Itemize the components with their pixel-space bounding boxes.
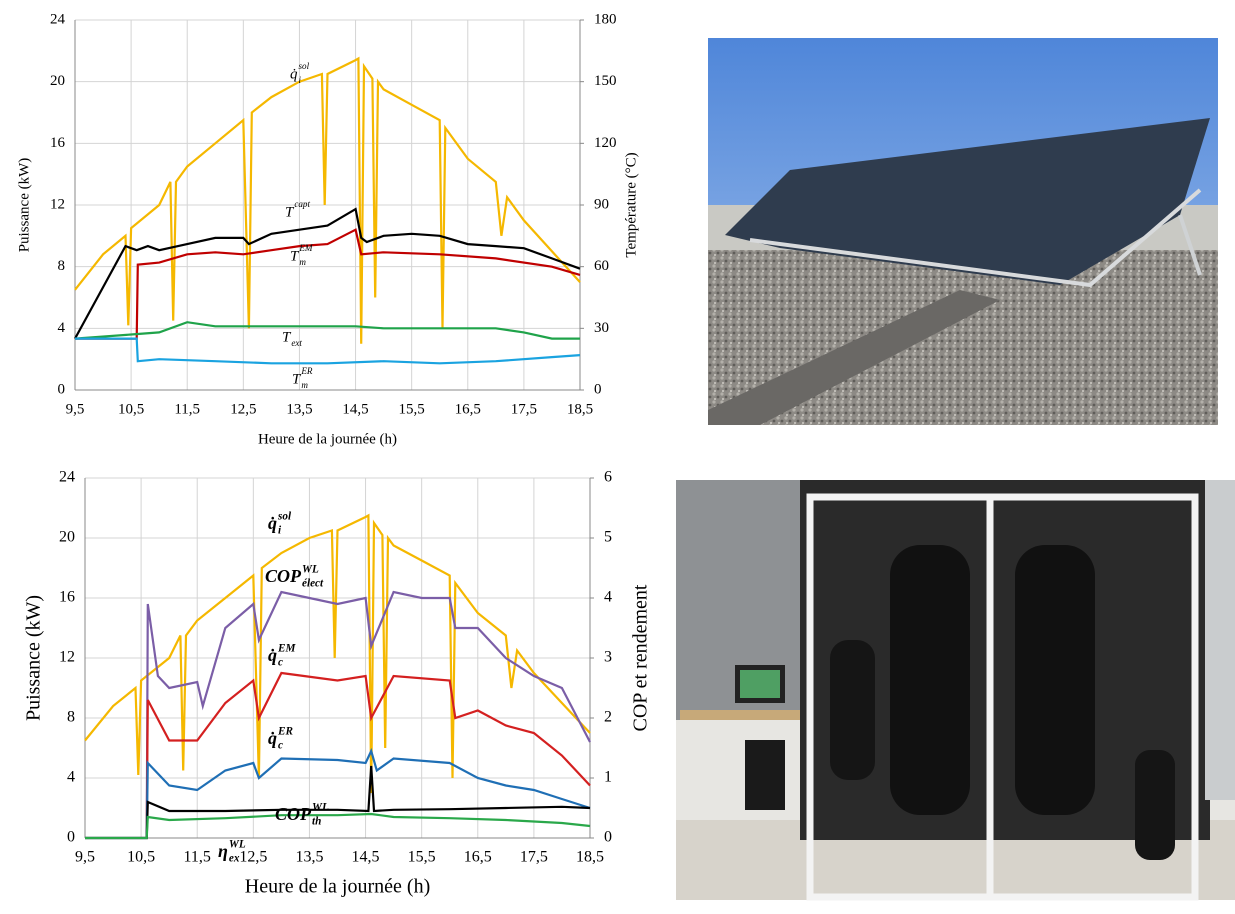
series-label: T [282, 329, 292, 345]
y-tick-label: 20 [59, 529, 75, 546]
series-label-sub: i [299, 75, 302, 85]
series-label-sub: c [278, 740, 283, 752]
series-label: COP [275, 804, 312, 824]
series-label: q̇ [268, 645, 277, 665]
y2-tick-label: 180 [594, 11, 617, 27]
series-line [85, 812, 591, 840]
x-tick-label: 12,5 [230, 401, 256, 417]
x-axis-title: Heure de la journée (h) [258, 431, 397, 447]
x-tick-label: 16,5 [455, 401, 481, 417]
x-tick-label: 18,5 [567, 401, 593, 417]
x-tick-label: 17,5 [520, 849, 548, 866]
x-tick-label: 13,5 [286, 401, 312, 417]
y-tick-label: 12 [59, 649, 75, 666]
y2-tick-label: 60 [594, 258, 609, 274]
x-tick-label: 9,5 [75, 849, 95, 866]
series-label-sup: EM [298, 243, 313, 253]
y-axis-title: Puissance (kW) [16, 158, 32, 253]
y2-tick-label: 6 [604, 469, 612, 486]
series-label: q̇ [290, 66, 298, 82]
series-line [74, 56, 581, 344]
y-tick-label: 24 [59, 469, 75, 486]
x-tick-label: 16,5 [464, 849, 492, 866]
y-tick-label: 24 [50, 11, 66, 27]
x-tick-label: 13,5 [295, 849, 323, 866]
lab-equipment-photo [676, 480, 1235, 901]
y-tick-label: 12 [50, 196, 65, 212]
series-label: T [290, 248, 300, 264]
x-tick-label: 15,5 [408, 849, 436, 866]
y2-tick-label: 3 [604, 649, 612, 666]
y-tick-label: 20 [50, 73, 65, 89]
series-line [75, 228, 581, 340]
y2-tick-label: 1 [604, 769, 612, 786]
x-tick-label: 11,5 [174, 401, 200, 417]
series-label-sup: WL [312, 802, 329, 814]
x-tick-label: 10,5 [118, 401, 144, 417]
x-tick-label: 18,5 [576, 849, 604, 866]
series-line [85, 765, 591, 840]
series-label: COP [265, 566, 302, 586]
series-label: T [285, 204, 295, 220]
y2-tick-label: 90 [594, 196, 609, 212]
series-line [145, 671, 591, 839]
y2-tick-label: 4 [604, 589, 612, 606]
y-tick-label: 8 [58, 258, 66, 274]
y-tick-label: 4 [67, 769, 75, 786]
x-tick-label: 10,5 [127, 849, 155, 866]
series-label-sub: ex [229, 853, 240, 865]
x-axis-title: Heure de la journée (h) [245, 876, 430, 898]
y2-tick-label: 30 [594, 320, 609, 336]
series-label-sub: ext [291, 338, 302, 348]
series-label: q̇ [268, 728, 277, 748]
series-label-sup: sol [299, 61, 310, 71]
y-tick-label: 0 [67, 829, 75, 846]
x-tick-label: 9,5 [66, 401, 85, 417]
series-label: q̇ [268, 513, 277, 533]
y2-tick-label: 0 [594, 381, 602, 397]
series-label-sup: sol [277, 511, 292, 523]
series-label-sup: WL [229, 839, 246, 851]
x-tick-label: 14,5 [342, 401, 368, 417]
series-label-sub: m [301, 380, 308, 390]
series-label-sub: c [278, 657, 283, 669]
series-label-sup: ER [277, 726, 293, 738]
y-tick-label: 16 [59, 589, 75, 606]
y-tick-label: 0 [58, 381, 66, 397]
series-line [145, 747, 591, 839]
series-label: T [292, 371, 302, 387]
y2-axis-title: COP et rendement [630, 584, 652, 731]
solar-panel-photo [708, 38, 1218, 425]
y2-tick-label: 150 [594, 73, 617, 89]
series-label-sub: th [312, 816, 321, 828]
x-tick-label: 11,5 [184, 849, 211, 866]
x-tick-label: 12,5 [239, 849, 267, 866]
x-tick-label: 15,5 [399, 401, 425, 417]
series-line [74, 207, 581, 340]
series-label-sub: i [278, 525, 282, 537]
series-label: η [218, 841, 228, 861]
series-label-sub: m [299, 257, 306, 267]
series-label-sup: ER [300, 366, 313, 376]
y-tick-label: 4 [58, 320, 66, 336]
y2-tick-label: 0 [604, 829, 612, 846]
y2-axis-title: Température (°C) [623, 152, 639, 257]
y-tick-label: 16 [50, 135, 66, 151]
series-line [74, 321, 580, 340]
series-label-sub: élect [302, 578, 324, 590]
series-line [85, 590, 591, 840]
series-label-sup: EM [277, 643, 296, 655]
series-label-sup: capt [294, 199, 310, 209]
y2-tick-label: 2 [604, 709, 612, 726]
y2-tick-label: 5 [604, 529, 612, 546]
series-line [75, 337, 581, 365]
x-tick-label: 14,5 [352, 849, 380, 866]
y-tick-label: 8 [67, 709, 75, 726]
x-tick-label: 17,5 [511, 401, 537, 417]
series-line [84, 513, 591, 794]
y2-tick-label: 120 [594, 135, 617, 151]
y-axis-title: Puissance (kW) [23, 595, 45, 721]
series-label-sup: WL [302, 564, 319, 576]
